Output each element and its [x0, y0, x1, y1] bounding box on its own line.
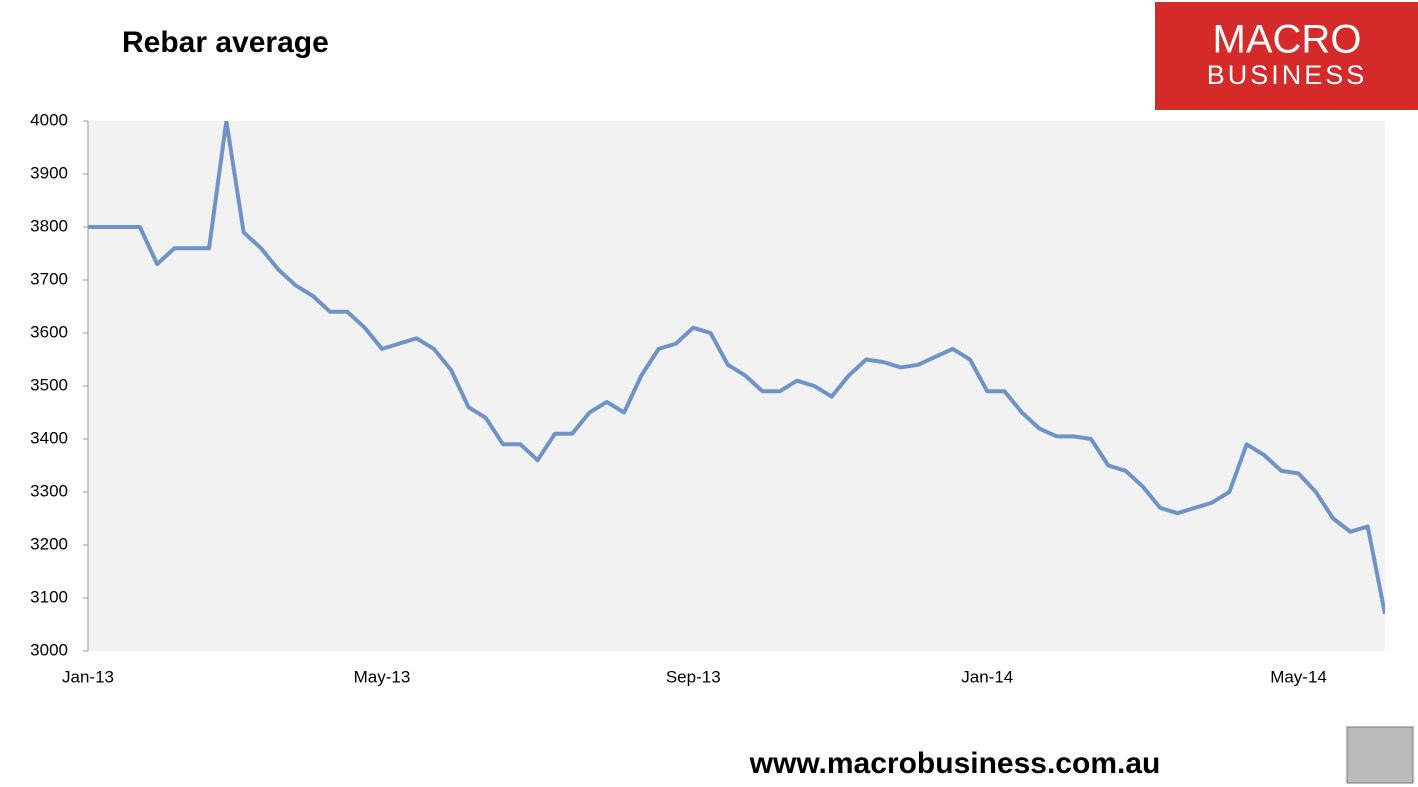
y-tick-label: 3300	[30, 481, 68, 500]
chart-title: Rebar average	[122, 26, 329, 59]
x-tick-label: Sep-13	[666, 667, 721, 686]
y-tick-label: 3900	[30, 163, 68, 182]
x-tick-label: May-14	[1270, 667, 1327, 686]
y-tick-label: 3600	[30, 322, 68, 341]
y-tick-label: 3800	[30, 216, 68, 235]
y-tick-label: 3500	[30, 375, 68, 394]
x-tick-label: Jan-13	[62, 667, 114, 686]
y-tick-label: 3200	[30, 534, 68, 553]
logo-text: MACRO	[1213, 18, 1362, 62]
footer-url: www.macrobusiness.com.au	[749, 747, 1161, 780]
fox-logo	[1346, 726, 1414, 784]
logo-text: BUSINESS	[1207, 60, 1368, 90]
x-tick-label: Jan-14	[961, 667, 1013, 686]
y-tick-label: 4000	[30, 110, 68, 129]
y-tick-label: 3100	[30, 587, 68, 606]
y-tick-label: 3700	[30, 269, 68, 288]
x-tick-label: May-13	[354, 667, 411, 686]
y-tick-label: 3000	[30, 640, 68, 659]
plot-area	[88, 121, 1385, 651]
logo-box	[1155, 2, 1418, 110]
data-line	[88, 121, 1385, 615]
y-tick-label: 3400	[30, 428, 68, 447]
